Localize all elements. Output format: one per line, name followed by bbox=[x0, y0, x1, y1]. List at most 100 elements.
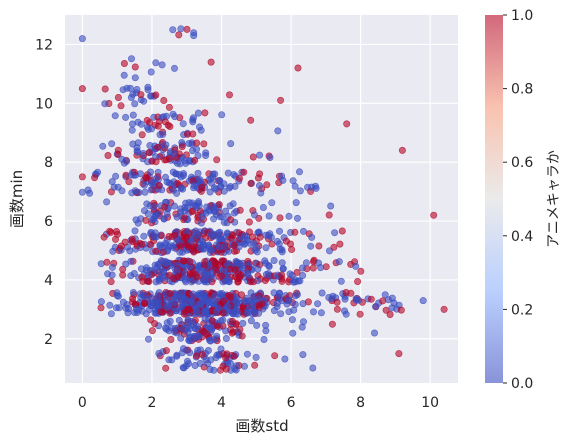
data-point bbox=[173, 213, 181, 221]
data-point bbox=[298, 264, 306, 272]
data-point bbox=[175, 171, 183, 179]
data-point bbox=[144, 277, 152, 285]
data-point bbox=[212, 292, 220, 300]
data-point bbox=[233, 362, 241, 370]
data-point bbox=[315, 242, 323, 250]
data-point bbox=[162, 324, 170, 332]
data-point bbox=[147, 186, 155, 194]
data-point bbox=[164, 246, 172, 254]
data-point bbox=[177, 334, 185, 342]
data-point bbox=[248, 299, 256, 307]
data-point bbox=[232, 320, 240, 328]
data-point bbox=[278, 271, 286, 279]
data-point bbox=[282, 237, 290, 245]
x-tick-label: 8 bbox=[356, 395, 365, 411]
y-tick-label: 10 bbox=[35, 96, 53, 112]
data-point bbox=[146, 240, 154, 248]
data-point bbox=[132, 305, 140, 313]
data-point bbox=[111, 112, 119, 120]
data-point bbox=[293, 268, 301, 276]
data-point bbox=[265, 212, 273, 220]
data-point bbox=[309, 364, 317, 372]
data-point bbox=[230, 241, 238, 249]
data-point bbox=[288, 246, 296, 254]
data-point bbox=[398, 146, 406, 154]
data-point bbox=[335, 258, 343, 266]
data-point bbox=[247, 317, 255, 325]
data-point bbox=[293, 214, 301, 222]
data-point bbox=[249, 153, 257, 161]
data-point bbox=[131, 187, 139, 195]
data-point bbox=[294, 64, 302, 72]
data-point bbox=[235, 229, 243, 237]
data-point bbox=[419, 297, 427, 305]
data-point bbox=[123, 84, 131, 92]
data-point bbox=[144, 86, 152, 94]
data-point bbox=[276, 245, 284, 253]
data-point bbox=[107, 278, 115, 286]
data-point bbox=[227, 140, 235, 148]
data-point bbox=[210, 230, 218, 238]
data-point bbox=[107, 310, 115, 318]
data-point bbox=[285, 212, 293, 220]
data-point bbox=[120, 71, 128, 79]
data-point bbox=[236, 325, 244, 333]
data-point bbox=[177, 208, 185, 216]
data-point bbox=[141, 299, 149, 307]
data-point bbox=[175, 316, 183, 324]
data-point bbox=[226, 183, 234, 191]
data-point bbox=[302, 259, 310, 267]
data-point bbox=[179, 257, 187, 265]
data-point bbox=[154, 143, 162, 151]
data-point bbox=[194, 109, 202, 117]
data-point bbox=[430, 211, 438, 219]
data-point bbox=[232, 257, 240, 265]
data-point bbox=[155, 182, 163, 190]
data-point bbox=[215, 304, 223, 312]
data-point bbox=[129, 90, 137, 98]
data-point bbox=[103, 258, 111, 266]
data-point bbox=[249, 278, 257, 286]
data-point bbox=[386, 310, 394, 318]
data-point bbox=[118, 187, 126, 195]
data-point bbox=[177, 184, 185, 192]
data-point bbox=[176, 248, 184, 256]
data-point bbox=[196, 123, 204, 131]
data-point bbox=[247, 180, 255, 188]
data-point bbox=[260, 335, 268, 343]
data-point bbox=[202, 295, 210, 303]
data-point bbox=[101, 100, 109, 108]
data-point bbox=[218, 111, 226, 119]
data-point bbox=[207, 58, 215, 66]
data-point bbox=[222, 327, 230, 335]
data-point bbox=[233, 306, 241, 314]
data-point bbox=[299, 318, 307, 326]
data-point bbox=[193, 352, 201, 360]
data-point bbox=[382, 306, 390, 314]
data-point bbox=[218, 257, 226, 265]
data-point bbox=[159, 130, 167, 138]
data-point bbox=[169, 186, 177, 194]
data-point bbox=[206, 365, 214, 373]
data-point bbox=[220, 297, 228, 305]
data-point bbox=[184, 329, 192, 337]
data-point bbox=[161, 118, 169, 126]
data-point bbox=[138, 131, 146, 139]
data-point bbox=[328, 295, 336, 303]
data-point bbox=[217, 345, 225, 353]
data-point bbox=[125, 178, 133, 186]
data-point bbox=[251, 211, 259, 219]
data-point bbox=[152, 59, 160, 67]
data-point bbox=[278, 277, 286, 285]
data-point bbox=[219, 278, 227, 286]
data-point bbox=[146, 142, 154, 150]
data-point bbox=[180, 345, 188, 353]
data-point bbox=[338, 227, 346, 235]
data-point bbox=[175, 31, 183, 39]
data-point bbox=[141, 188, 149, 196]
data-point bbox=[162, 141, 170, 149]
data-point bbox=[157, 308, 165, 316]
data-point bbox=[122, 113, 130, 121]
data-point bbox=[330, 243, 338, 251]
data-point bbox=[288, 316, 296, 324]
